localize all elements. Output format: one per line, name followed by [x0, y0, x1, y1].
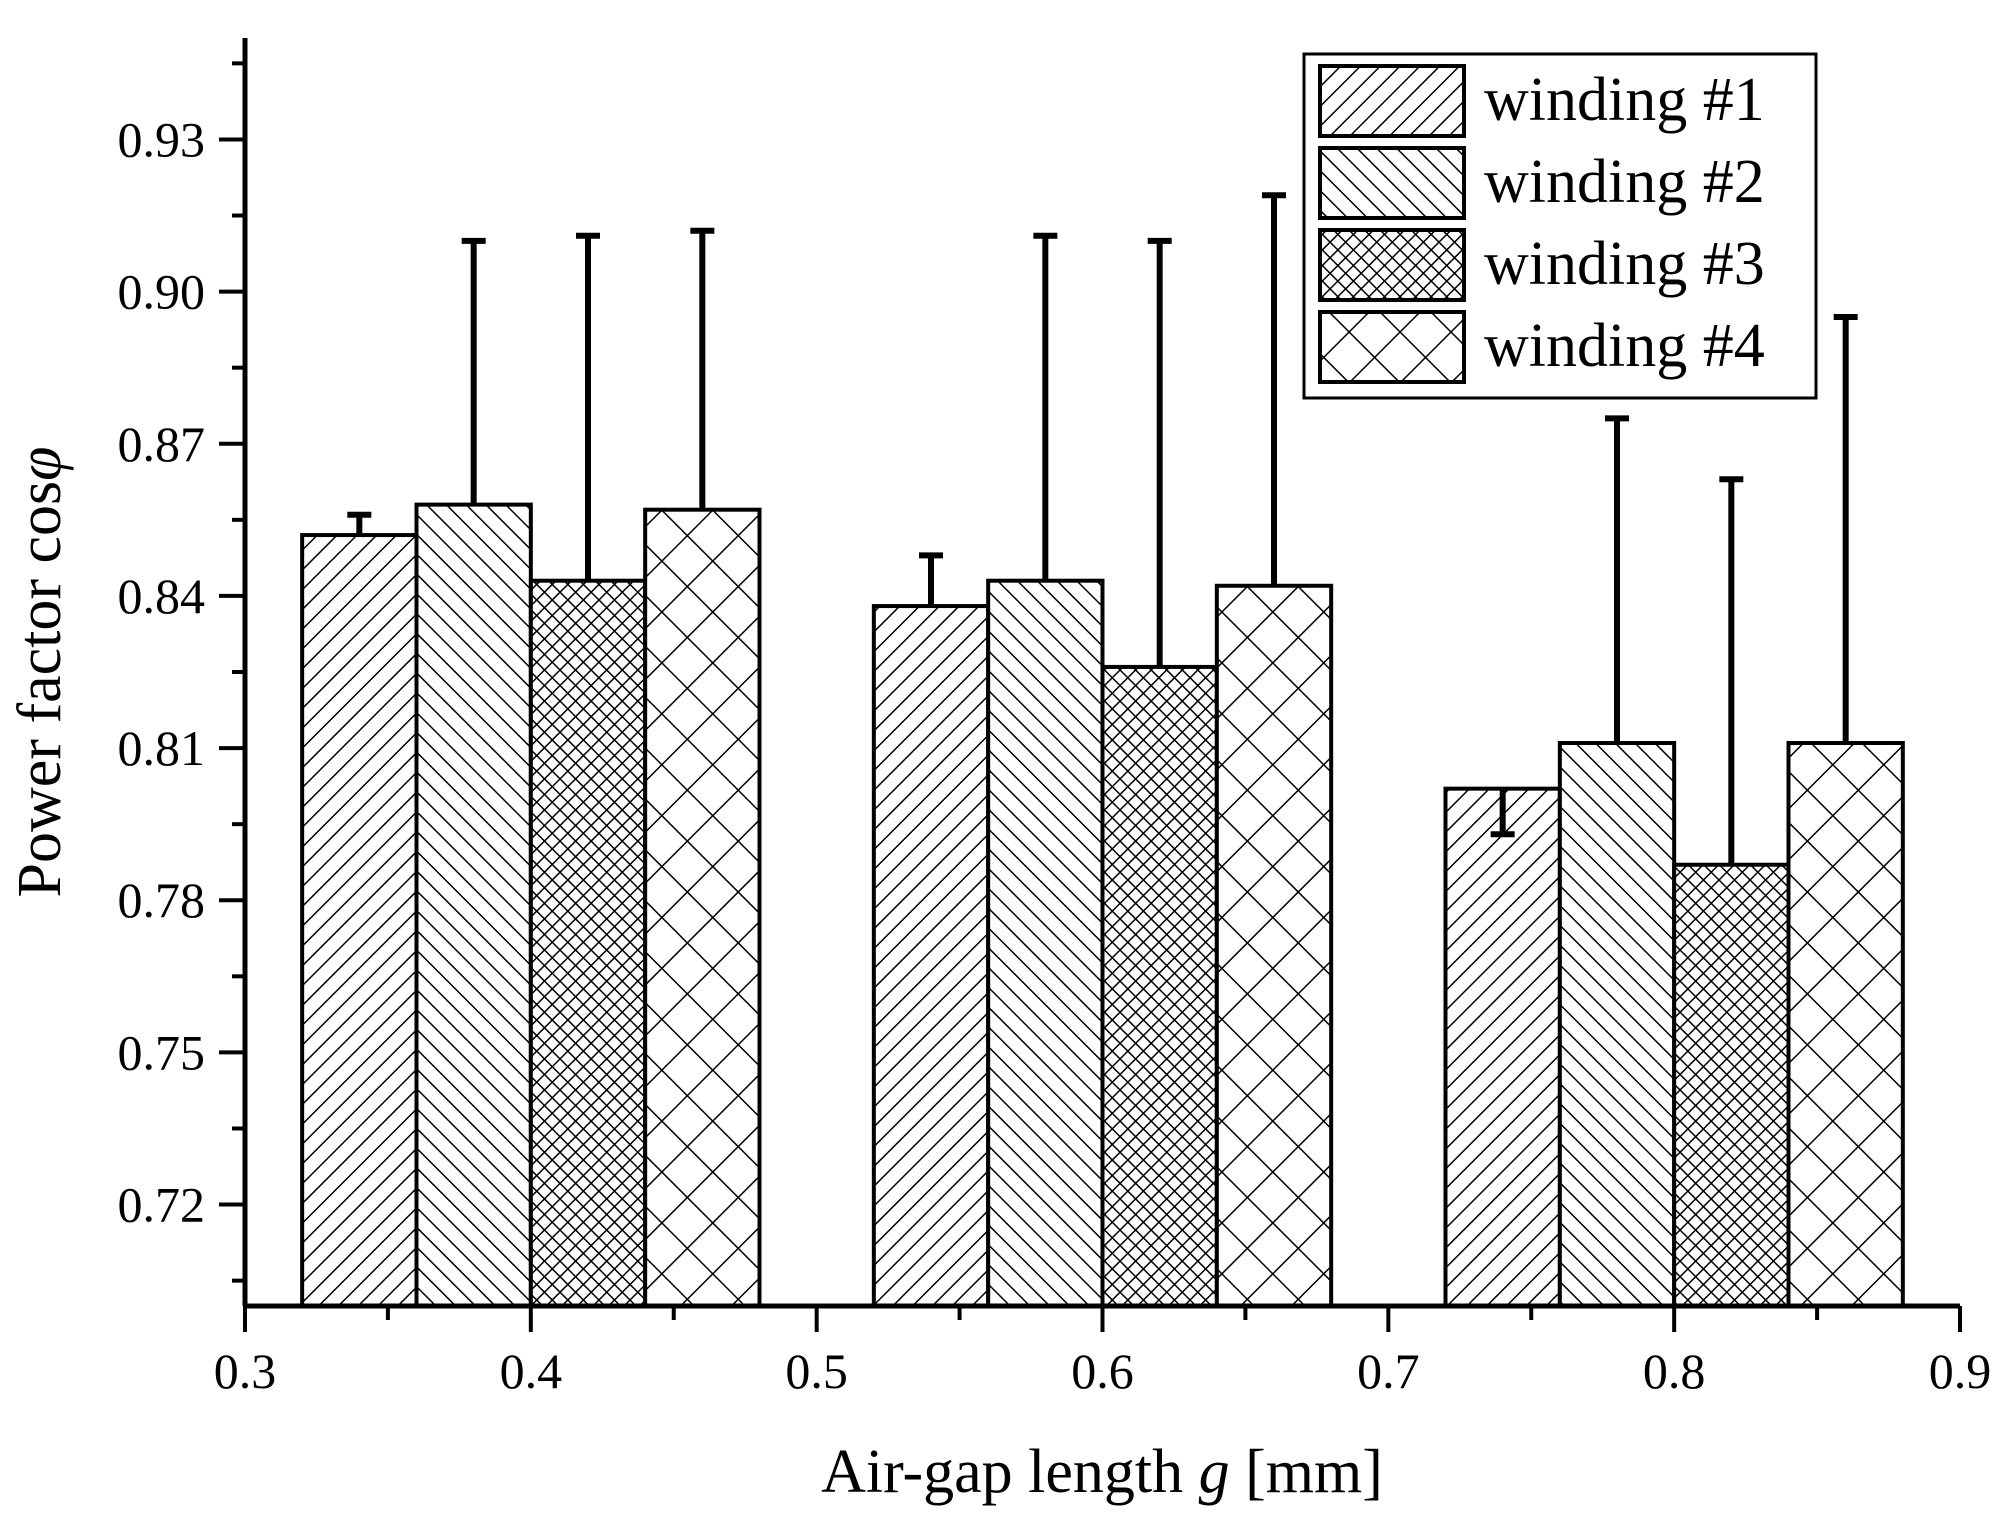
legend-swatch — [1318, 228, 1466, 302]
legend-label: winding #4 — [1484, 312, 1765, 380]
legend-label: winding #3 — [1484, 230, 1765, 298]
y-tick-label: 0.81 — [118, 720, 206, 776]
legend-swatch — [1318, 310, 1466, 384]
bar — [1100, 664, 1219, 1308]
error-bars-layer — [347, 192, 1858, 865]
y-tick-label: 0.72 — [118, 1177, 206, 1233]
ticks-layer: 0.3 0.4 0.5 0.6 0.7 0.8 0.9 0.72 0.75 0.78 0.81 0.8… — [118, 61, 1992, 1399]
y-axis-title: Power factor cosφ — [6, 447, 74, 898]
bar — [1557, 741, 1677, 1308]
x-tick-label: 0.5 — [785, 1343, 848, 1399]
bar — [528, 578, 648, 1308]
x-tick-label: 0.4 — [500, 1343, 563, 1399]
legend-swatch — [1318, 64, 1466, 138]
y-tick-label: 0.93 — [118, 111, 206, 167]
legend-swatch — [1318, 146, 1466, 220]
bar — [1786, 741, 1905, 1308]
x-axis-title: Air-gap length g [mm] — [821, 1438, 1383, 1506]
y-tick-label: 0.87 — [118, 416, 206, 472]
bar — [300, 533, 419, 1308]
bars-layer — [300, 502, 1905, 1309]
bar — [871, 604, 991, 1308]
bar — [1214, 583, 1334, 1308]
x-tick-label: 0.8 — [1643, 1343, 1706, 1399]
y-tick-label: 0.90 — [118, 264, 206, 320]
y-tick-label: 0.78 — [118, 872, 206, 928]
x-tick-label: 0.7 — [1357, 1343, 1420, 1399]
y-tick-label: 0.84 — [118, 568, 206, 624]
bar — [986, 578, 1105, 1308]
bar — [1672, 862, 1791, 1309]
bar — [643, 507, 762, 1309]
legend-label: winding #2 — [1484, 148, 1765, 216]
x-tick-label: 0.3 — [214, 1343, 277, 1399]
legend: winding #1 winding #2 winding #3 winding #4 — [1302, 52, 1818, 400]
x-tick-label: 0.9 — [1929, 1343, 1992, 1399]
x-tick-label: 0.6 — [1071, 1343, 1134, 1399]
y-tick-label: 0.75 — [118, 1024, 206, 1080]
legend-label: winding #1 — [1484, 66, 1765, 134]
bar — [414, 502, 533, 1308]
bar — [1443, 786, 1562, 1308]
